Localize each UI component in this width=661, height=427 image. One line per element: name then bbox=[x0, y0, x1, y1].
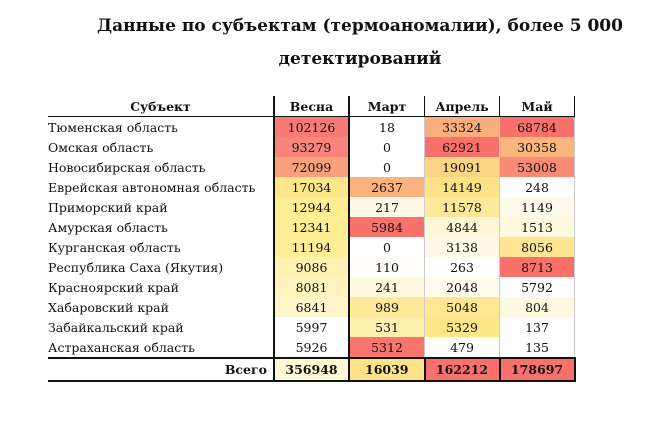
header-spring: Весна bbox=[273, 96, 350, 117]
value-cell-march: 531 bbox=[348, 317, 425, 337]
table-row: Курганская область 11194 0 3138 8056 bbox=[48, 237, 575, 257]
value-cell-spring: 8081 bbox=[273, 277, 350, 297]
value-cell-spring: 17034 bbox=[273, 177, 350, 197]
total-label: Всего bbox=[48, 357, 274, 382]
value-cell-may: 137 bbox=[499, 317, 575, 337]
value-cell-spring: 12944 bbox=[273, 197, 350, 217]
table-row: Приморский край 12944 217 11578 1149 bbox=[48, 197, 575, 217]
value-cell-april: 3138 bbox=[424, 237, 500, 257]
table-row: Омская область 93279 0 62921 30358 bbox=[48, 137, 575, 157]
value-cell-march: 5984 bbox=[348, 217, 425, 237]
total-march: 16039 bbox=[348, 357, 425, 382]
value-cell-spring: 5997 bbox=[273, 317, 350, 337]
subject-cell: Приморский край bbox=[48, 199, 168, 215]
table-row: Тюменская область 102126 18 33324 68784 bbox=[48, 116, 575, 137]
header-may: Май bbox=[499, 96, 575, 117]
subject-cell: Республика Саха (Якутия) bbox=[48, 259, 224, 275]
value-cell-spring: 5926 bbox=[273, 337, 350, 358]
table-row: Астраханская область 5926 5312 479 135 bbox=[48, 337, 575, 358]
value-cell-april: 479 bbox=[424, 337, 500, 358]
value-cell-march: 0 bbox=[348, 137, 425, 157]
value-cell-may: 30358 bbox=[499, 137, 575, 157]
table-row: Забайкальский край 5997 531 5329 137 bbox=[48, 317, 575, 337]
value-cell-spring: 9086 bbox=[273, 257, 350, 277]
subject-cell: Хабаровский край bbox=[48, 299, 169, 315]
subject-cell: Новосибирская область bbox=[48, 159, 206, 175]
value-cell-april: 14149 bbox=[424, 177, 500, 197]
subject-cell: Астраханская область bbox=[48, 339, 195, 355]
total-april: 162212 bbox=[423, 357, 500, 382]
value-cell-april: 11578 bbox=[424, 197, 500, 217]
value-cell-april: 4844 bbox=[424, 217, 500, 237]
value-cell-may: 135 bbox=[499, 337, 575, 358]
table-row: Амурская область 12341 5984 4844 1513 bbox=[48, 217, 575, 237]
value-cell-march: 0 bbox=[348, 237, 425, 257]
value-cell-april: 19091 bbox=[424, 157, 500, 177]
table-row: Красноярский край 8081 241 2048 5792 bbox=[48, 277, 575, 297]
subject-cell: Забайкальский край bbox=[48, 319, 184, 335]
header-march: Март bbox=[348, 96, 425, 117]
table-row: Еврейская автономная область 17034 2637 141… bbox=[48, 177, 575, 197]
value-cell-may: 53008 bbox=[499, 157, 575, 177]
table-row: Новосибирская область 72099 0 19091 53008 bbox=[48, 157, 575, 177]
value-cell-may: 8713 bbox=[499, 257, 575, 277]
anomalies-table: Субъект Весна Март Апрель Май Тюменская … bbox=[48, 96, 576, 382]
header-row: Субъект Весна Март Апрель Май bbox=[48, 96, 575, 117]
value-cell-may: 804 bbox=[499, 297, 575, 317]
page-title: Данные по субъектам (термоаномалии), бол… bbox=[97, 16, 623, 69]
value-cell-april: 2048 bbox=[424, 277, 500, 297]
value-cell-may: 248 bbox=[499, 177, 575, 197]
value-cell-march: 5312 bbox=[348, 337, 425, 358]
subject-cell: Тюменская область bbox=[48, 119, 178, 135]
subject-cell: Амурская область bbox=[48, 219, 168, 235]
value-cell-may: 1513 bbox=[499, 217, 575, 237]
value-cell-march: 241 bbox=[348, 277, 425, 297]
value-cell-march: 217 bbox=[348, 197, 425, 217]
value-cell-march: 989 bbox=[348, 297, 425, 317]
value-cell-spring: 93279 bbox=[273, 137, 350, 157]
header-subject: Субъект bbox=[48, 96, 274, 117]
table-row: Хабаровский край 6841 989 5048 804 bbox=[48, 297, 575, 317]
subject-cell: Красноярский край bbox=[48, 279, 179, 295]
subject-cell: Омская область bbox=[48, 139, 154, 155]
value-cell-april: 5329 bbox=[424, 317, 500, 337]
total-row: Всего 356948 16039 162212 178697 bbox=[48, 357, 576, 382]
value-cell-spring: 102126 bbox=[273, 116, 350, 137]
value-cell-march: 110 bbox=[348, 257, 425, 277]
value-cell-spring: 12341 bbox=[273, 217, 350, 237]
value-cell-march: 18 bbox=[348, 116, 425, 137]
value-cell-spring: 11194 bbox=[273, 237, 350, 257]
value-cell-may: 5792 bbox=[499, 277, 575, 297]
value-cell-april: 263 bbox=[424, 257, 500, 277]
value-cell-april: 5048 bbox=[424, 297, 500, 317]
value-cell-spring: 6841 bbox=[273, 297, 350, 317]
value-cell-march: 0 bbox=[348, 157, 425, 177]
value-cell-may: 1149 bbox=[499, 197, 575, 217]
value-cell-may: 8056 bbox=[499, 237, 575, 257]
subject-cell: Еврейская автономная область bbox=[48, 179, 256, 195]
table-body: Тюменская область 102126 18 33324 68784 Омска… bbox=[48, 116, 576, 382]
value-cell-march: 2637 bbox=[348, 177, 425, 197]
value-cell-april: 33324 bbox=[424, 116, 500, 137]
subject-cell: Курганская область bbox=[48, 239, 181, 255]
total-may: 178697 bbox=[498, 357, 576, 382]
value-cell-may: 68784 bbox=[499, 116, 575, 137]
header-april: Апрель bbox=[424, 96, 500, 117]
total-spring: 356948 bbox=[273, 357, 350, 382]
value-cell-april: 62921 bbox=[424, 137, 500, 157]
value-cell-spring: 72099 bbox=[273, 157, 350, 177]
table-row: Республика Саха (Якутия) 9086 110 263 8713 bbox=[48, 257, 575, 277]
